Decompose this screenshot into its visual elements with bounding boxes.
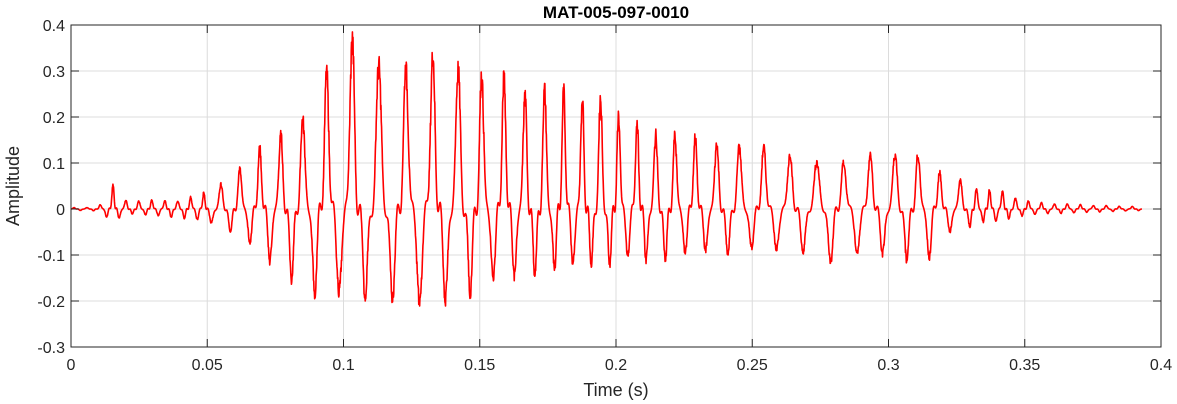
x-tick-label: 0.15 bbox=[464, 357, 495, 374]
y-tick-label: -0.3 bbox=[37, 340, 65, 357]
y-axis-ticks: -0.3 -0.2 -0.1 0 0.1 0.2 0.3 0.4 bbox=[37, 18, 1161, 357]
y-tick-label: 0.4 bbox=[43, 18, 65, 35]
waveform-line bbox=[70, 31, 1143, 307]
x-tick-label: 0.1 bbox=[332, 357, 354, 374]
y-tick-label: -0.1 bbox=[37, 248, 65, 265]
x-tick-label: 0.3 bbox=[877, 357, 899, 374]
x-tick-label: 0.25 bbox=[737, 357, 768, 374]
y-tick-label: 0.1 bbox=[43, 156, 65, 173]
chart-title: MAT-005-097-0010 bbox=[543, 3, 689, 22]
y-tick-label: 0.2 bbox=[43, 110, 65, 127]
y-tick-label: 0 bbox=[56, 202, 65, 219]
y-axis-label: Amplitude bbox=[3, 146, 23, 226]
x-axis-label: Time (s) bbox=[583, 380, 648, 400]
x-tick-label: 0.2 bbox=[605, 357, 627, 374]
x-tick-label: 0.35 bbox=[1009, 357, 1040, 374]
x-tick-label: 0.05 bbox=[192, 357, 223, 374]
x-tick-label: 0.4 bbox=[1150, 357, 1172, 374]
y-tick-label: 0.3 bbox=[43, 64, 65, 81]
waveform-series bbox=[70, 31, 1143, 307]
x-axis-ticks: 0 0.05 0.1 0.15 0.2 0.25 0.3 0.35 0.4 bbox=[67, 25, 1172, 374]
y-tick-label: -0.2 bbox=[37, 294, 65, 311]
x-tick-label: 0 bbox=[67, 357, 76, 374]
